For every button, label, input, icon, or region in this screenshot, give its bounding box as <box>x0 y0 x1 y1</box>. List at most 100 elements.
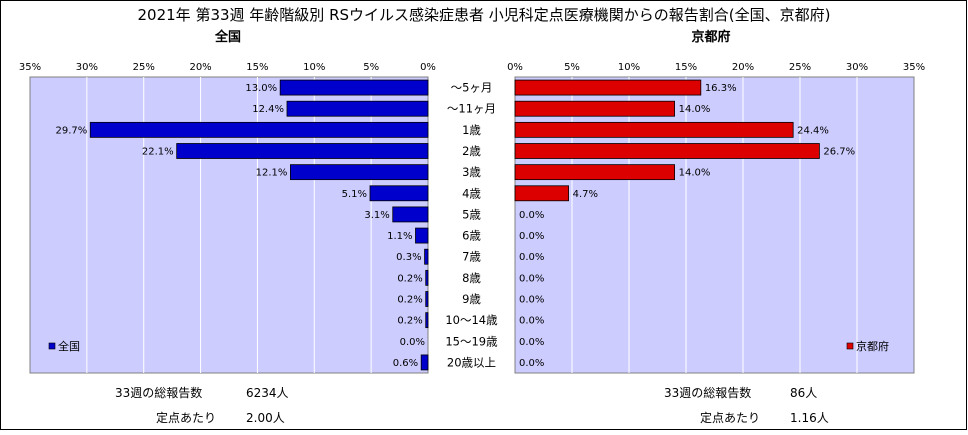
national-x-tick-label: 25% <box>133 62 155 73</box>
national-x-tick-label: 10% <box>303 62 325 73</box>
national-x-tick-label: 20% <box>189 62 211 73</box>
kyoto-x-tick-label: 25% <box>789 62 811 73</box>
kyoto-plot-area <box>514 76 915 374</box>
category-label: 5歳 <box>462 207 481 221</box>
kyoto-data-label: 0.0% <box>519 337 544 348</box>
kyoto-x-tick-label: 30% <box>846 62 868 73</box>
category-label: 1歳 <box>462 123 481 137</box>
kyoto-x-tick-label: 5% <box>564 62 580 73</box>
category-label: ～11ヶ月 <box>447 102 496 116</box>
national-bar <box>424 248 429 265</box>
category-label: 8歳 <box>462 271 481 285</box>
kyoto-bar <box>514 185 569 202</box>
kyoto-bar <box>514 121 794 138</box>
kyoto-data-label: 4.7% <box>573 189 598 200</box>
kyoto-total-label: 33週の総報告数 <box>664 385 751 400</box>
kyoto-data-label: 24.4% <box>797 125 829 136</box>
kyoto-data-label: 26.7% <box>823 147 855 158</box>
category-label: 4歳 <box>462 186 481 200</box>
category-label: 20歳以上 <box>447 355 496 369</box>
national-data-label: 13.0% <box>245 83 277 94</box>
national-bar <box>420 354 429 371</box>
axis-ticks: 0% 0% 5% 5% 10% 10% 15% 15% 20% 20% 25% 25% 30% 30% 35… <box>19 62 925 73</box>
national-x-tick-label: 5% <box>363 62 379 73</box>
national-legend-label: 全国 <box>58 339 80 353</box>
kyoto-bar <box>514 100 676 117</box>
national-x-tick-label: 30% <box>76 62 98 73</box>
kyoto-data-label: 0.0% <box>519 252 544 263</box>
kyoto-data-label: 0.0% <box>519 316 544 327</box>
national-data-label: 1.1% <box>387 231 412 242</box>
kyoto-data-label: 0.0% <box>519 358 544 369</box>
national-x-tick-label: 15% <box>246 62 268 73</box>
kyoto-legend-swatch <box>846 342 854 350</box>
national-plot-area <box>29 76 429 374</box>
national-data-label: 3.1% <box>364 210 389 221</box>
national-data-label: 5.1% <box>342 189 367 200</box>
national-bar <box>286 100 429 117</box>
national-bar <box>425 291 429 307</box>
national-total-label: 33週の総報告数 <box>115 385 202 400</box>
national-data-label: 0.2% <box>397 295 422 306</box>
category-label: 6歳 <box>462 229 481 243</box>
national-bar <box>392 206 429 223</box>
kyoto-x-tick-label: 35% <box>903 62 925 73</box>
national-legend-swatch <box>48 342 56 350</box>
national-bar <box>369 185 429 202</box>
kyoto-x-tick-label: 15% <box>675 62 697 73</box>
category-labels: ～5ヶ月 ～11ヶ月 1歳 2歳 3歳 4歳 5歳 6歳 7歳 8歳 9歳 10～14歳 15～19歳 2… <box>445 81 498 370</box>
national-total-value: 6234人 <box>246 386 289 400</box>
national-data-label: 0.0% <box>400 337 425 348</box>
national-data-label: 0.2% <box>397 273 422 284</box>
kyoto-data-label: 0.0% <box>519 273 544 284</box>
kyoto-panel-title: 京都府 <box>691 29 730 45</box>
national-data-label: 0.6% <box>393 358 418 369</box>
kyoto-total-value: 86人 <box>790 386 817 400</box>
national-bar <box>425 269 429 286</box>
national-panel-title: 全国 <box>214 29 241 45</box>
category-label: 10～14歳 <box>445 313 498 327</box>
national-bar <box>425 312 429 329</box>
kyoto-data-label: 14.0% <box>679 168 711 179</box>
kyoto-bar <box>514 164 676 181</box>
category-label: ～5ヶ月 <box>451 81 493 95</box>
kyoto-per-value: 1.16人 <box>790 411 829 425</box>
national-data-label: 0.2% <box>397 316 422 327</box>
data-labels: 13.0% 16.3% 12.4% 14.0% 29.7% 24.4% 22.1% 26.7%… <box>55 83 855 369</box>
national-x-tick-label: 35% <box>19 62 41 73</box>
national-bar <box>279 79 429 96</box>
national-bar <box>89 121 429 138</box>
bars <box>89 79 820 371</box>
national-data-label: 12.1% <box>256 168 288 179</box>
kyoto-data-label: 0.0% <box>519 210 544 221</box>
national-data-label: 22.1% <box>142 147 174 158</box>
category-label: 2歳 <box>462 144 481 158</box>
kyoto-x-tick-label: 10% <box>618 62 640 73</box>
national-data-label: 0.3% <box>396 252 421 263</box>
category-label: 9歳 <box>462 292 481 306</box>
kyoto-bar <box>514 79 702 96</box>
national-data-label: 29.7% <box>55 125 87 136</box>
kyoto-legend-label: 京都府 <box>856 339 889 353</box>
national-x-tick-label: 0% <box>420 62 436 73</box>
kyoto-bar <box>514 143 820 159</box>
national-per-value: 2.00人 <box>246 411 285 425</box>
kyoto-data-label: 0.0% <box>519 295 544 306</box>
national-bar <box>415 227 429 244</box>
kyoto-data-label: 14.0% <box>679 104 711 115</box>
national-data-label: 12.4% <box>252 104 284 115</box>
category-label: 7歳 <box>462 250 481 264</box>
national-bar <box>290 164 429 181</box>
kyoto-per-label: 定点あたり <box>700 410 760 425</box>
kyoto-x-tick-label: 0% <box>507 62 523 73</box>
kyoto-x-tick-label: 20% <box>732 62 754 73</box>
category-label: 15～19歳 <box>445 334 498 348</box>
kyoto-data-label: 0.0% <box>519 231 544 242</box>
national-bar <box>176 143 429 159</box>
category-label: 3歳 <box>462 165 481 179</box>
national-per-label: 定点あたり <box>156 410 216 425</box>
kyoto-data-label: 16.3% <box>705 83 737 94</box>
chart-title: 2021年 第33週 年齢階級別 RSウイルス感染症患者 小児科定点医療機関から… <box>138 6 831 24</box>
